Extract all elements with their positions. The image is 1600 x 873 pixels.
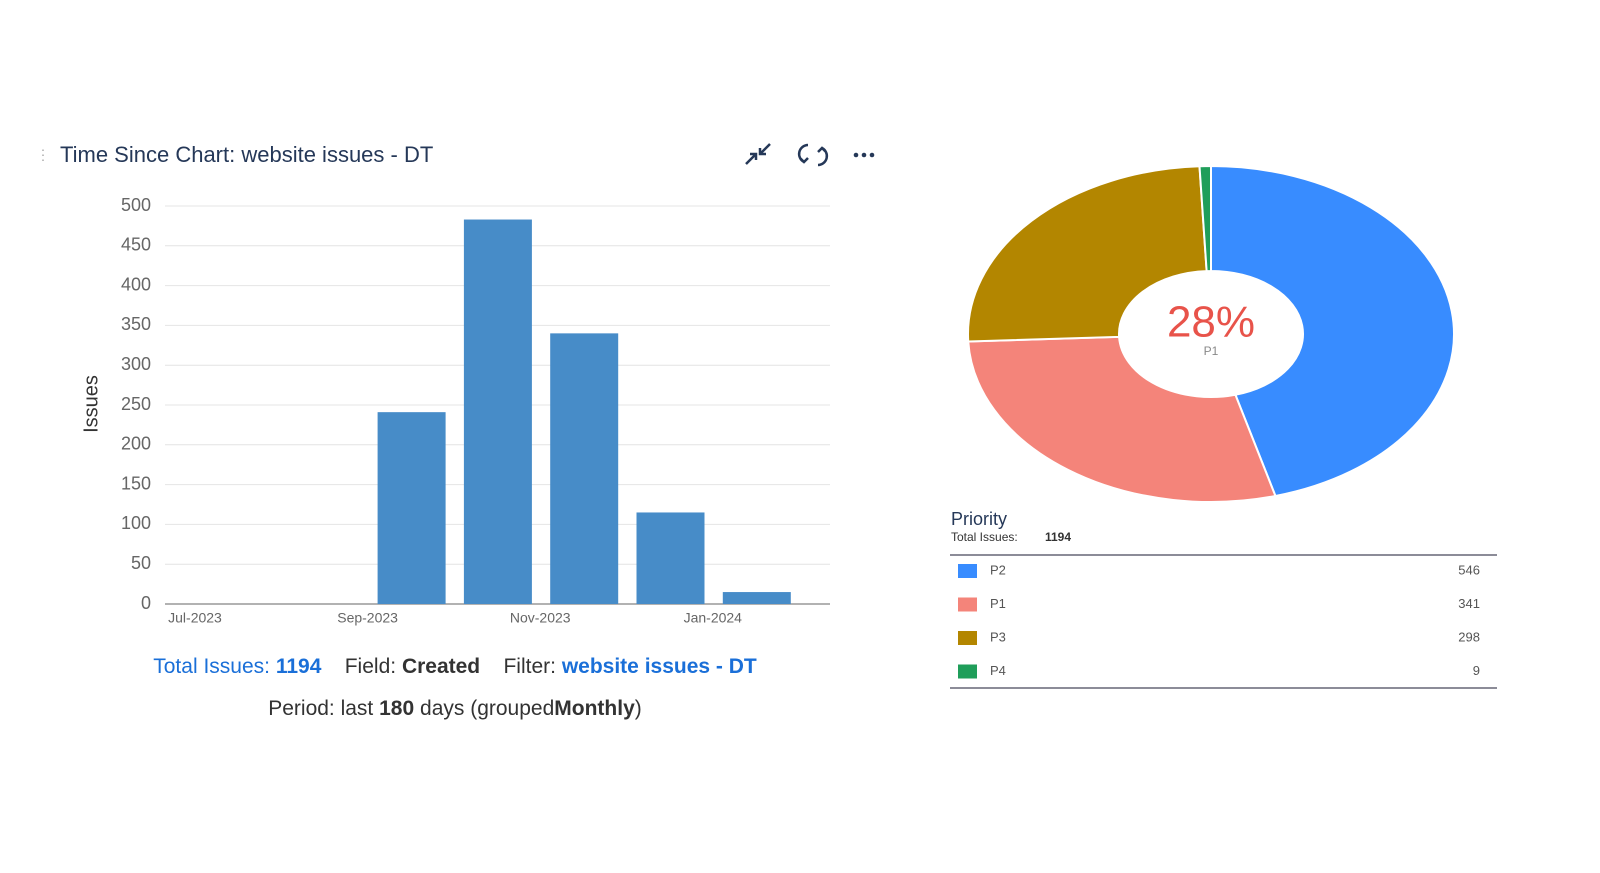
legend-label: P4 <box>990 663 1006 678</box>
bar <box>463 219 532 605</box>
y-tick-label: 50 <box>131 553 151 573</box>
filter-label: Filter: <box>503 655 556 678</box>
chart-title: Time Since Chart: website issues - DT <box>60 142 433 167</box>
bar <box>377 412 446 604</box>
legend-value: 9 <box>1473 663 1480 678</box>
y-tick-label: 250 <box>121 394 151 414</box>
pie-slice <box>967 165 1208 343</box>
y-tick-label: 500 <box>121 195 151 215</box>
legend-value: 546 <box>1458 562 1480 577</box>
refresh-button[interactable] <box>797 143 829 167</box>
pie-slice <box>967 335 1277 503</box>
x-tick-label: Jan-2024 <box>684 610 743 626</box>
more-button[interactable] <box>853 152 875 158</box>
bar <box>550 333 619 604</box>
y-tick-label: 0 <box>141 593 151 613</box>
drag-handle[interactable]: ⋮ <box>36 147 50 163</box>
total-label: Total Issues: <box>951 530 1018 544</box>
total-value: 1194 <box>1045 530 1071 544</box>
period-group: Monthly <box>554 697 635 720</box>
center-percent: 28% <box>1167 298 1255 347</box>
filter[interactable]: website issues - DT <box>561 655 757 678</box>
legend-value: 298 <box>1458 629 1480 644</box>
period-mid: days (grouped <box>420 697 555 720</box>
y-tick-label: 400 <box>121 274 151 294</box>
field-label: Field: <box>344 655 397 678</box>
y-tick-label: 300 <box>121 354 151 374</box>
legend-value: 341 <box>1458 596 1480 611</box>
y-tick-label: 100 <box>121 513 151 533</box>
pie-title: Priority <box>951 509 1007 529</box>
y-tick-label: 350 <box>121 314 151 334</box>
footer-line-1: Total Issues: 1194 Field: Created Filter… <box>60 655 850 679</box>
legend-label: P2 <box>990 562 1006 577</box>
bar <box>636 512 705 604</box>
total-label: Total Issues: <box>153 655 270 678</box>
footer-line-2: Period: last 180 days (groupedMonthly) <box>60 697 850 721</box>
period-days: 180 <box>379 697 415 720</box>
legend-label: P3 <box>990 629 1006 644</box>
center-label: P1 <box>1204 344 1219 358</box>
pie-slice <box>1210 164 1455 498</box>
x-tick-label: Nov-2023 <box>510 610 571 626</box>
y-tick-label: 150 <box>121 473 151 493</box>
legend-swatch <box>958 664 977 679</box>
y-axis-label: Issues <box>80 375 102 433</box>
period-prefix: Period: last <box>268 697 374 720</box>
total: 1194 <box>275 655 322 678</box>
bar <box>722 592 791 604</box>
legend-swatch <box>958 564 977 578</box>
legend-swatch <box>958 597 977 612</box>
field: Created <box>401 655 481 678</box>
legend-label: P1 <box>990 596 1006 611</box>
x-tick-label: Sep-2023 <box>337 610 398 626</box>
pie-slice <box>1198 164 1212 273</box>
x-tick-label: Jul-2023 <box>168 610 222 626</box>
y-tick-label: 450 <box>121 235 151 255</box>
y-tick-label: 200 <box>121 434 151 454</box>
legend-swatch <box>958 631 977 645</box>
period-suffix: ) <box>634 697 642 720</box>
minimize-button[interactable] <box>745 143 771 165</box>
